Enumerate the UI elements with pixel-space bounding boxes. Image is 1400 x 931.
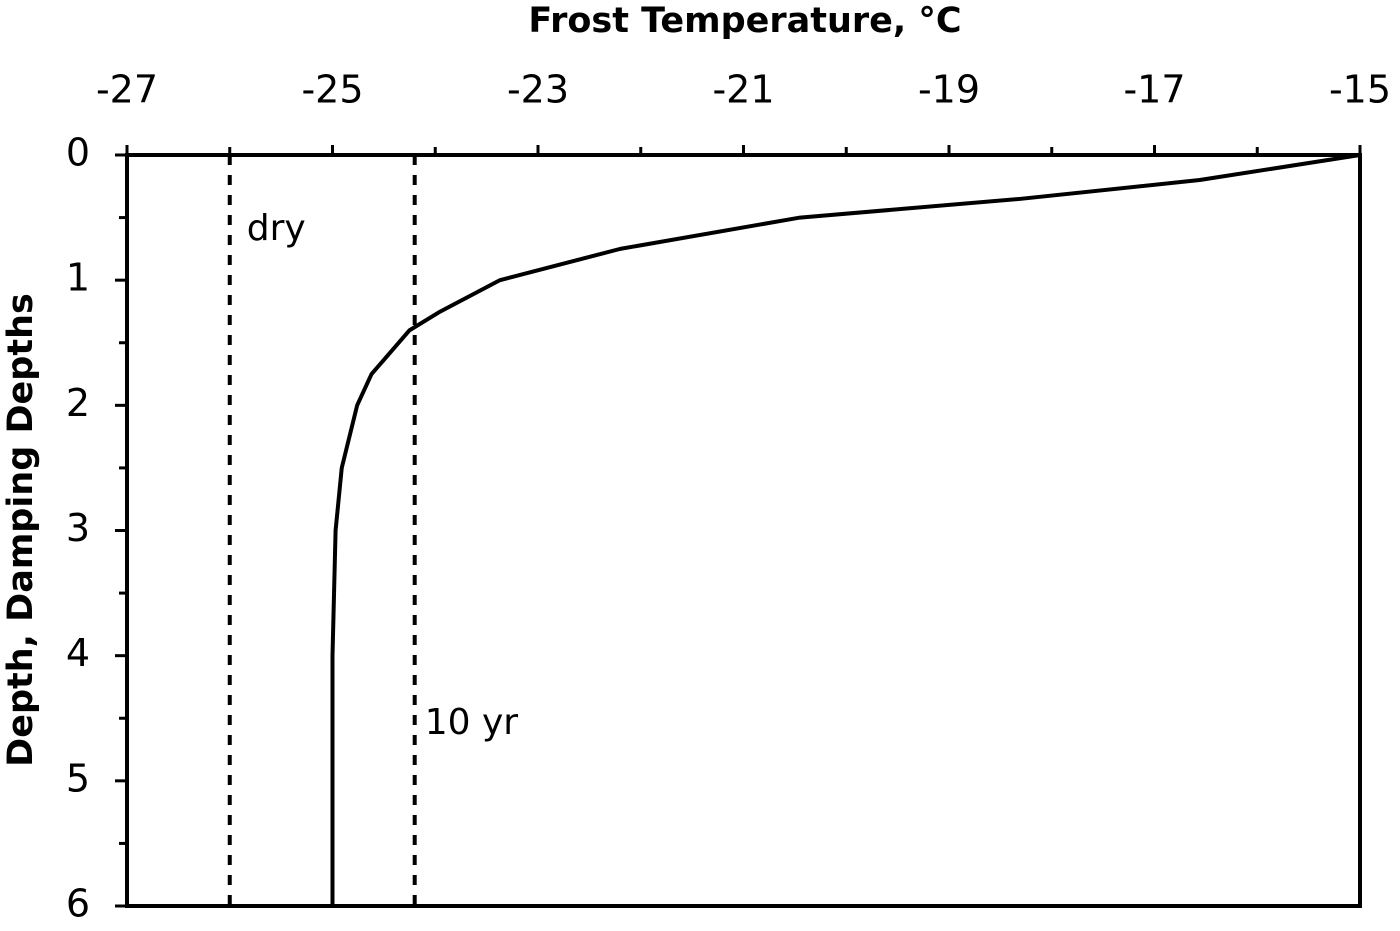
y-tick-label: 2 (66, 381, 90, 425)
plot-frame (125, 153, 1362, 908)
y-tick-label: 1 (66, 256, 90, 300)
y-tick-label: 6 (66, 882, 90, 926)
y-axis-label: Depth, Damping Depths (1, 293, 41, 767)
x-tick-label: -25 (301, 68, 363, 112)
y-tick-label: 5 (66, 756, 90, 800)
y-tick-label: 0 (66, 131, 90, 175)
curve (330, 153, 1361, 906)
reference-label: dry (247, 208, 306, 249)
x-tick-label: -21 (712, 68, 774, 112)
chart-title: Frost Temperature, °C (528, 1, 961, 41)
reference-label: 10 yr (425, 702, 519, 743)
x-tick-label: -19 (918, 68, 980, 112)
x-tick-label: -15 (1329, 68, 1391, 112)
x-tick-label: -23 (507, 68, 569, 112)
x-tick-label: -17 (1123, 68, 1185, 112)
x-tick-label: -27 (96, 68, 158, 112)
y-tick-label: 4 (66, 631, 90, 675)
y-tick-label: 3 (66, 506, 90, 550)
